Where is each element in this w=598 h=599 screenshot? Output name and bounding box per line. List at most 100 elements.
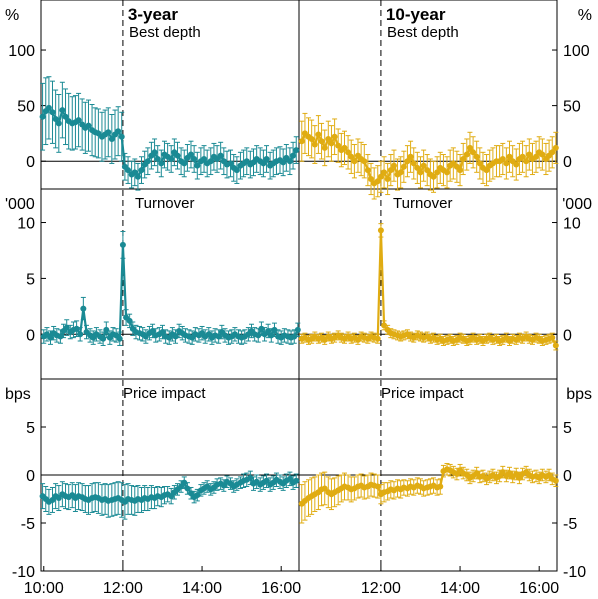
data-point [390, 162, 397, 169]
data-point [325, 135, 332, 142]
data-point [144, 158, 151, 165]
data-point [151, 149, 158, 156]
data-point [268, 332, 275, 339]
data-point [154, 155, 161, 162]
data-point [134, 173, 141, 180]
data-point [434, 169, 441, 176]
panel-label: Best depth [129, 24, 201, 41]
y-tick-label-left: 0 [26, 154, 35, 171]
data-point [184, 485, 191, 492]
data-point [374, 178, 381, 185]
data-point [473, 153, 480, 160]
data-point [457, 167, 464, 174]
panel-label: Best depth [387, 24, 459, 41]
data-point [430, 173, 437, 180]
data-point [533, 153, 540, 160]
data-point [63, 324, 70, 331]
data-point [77, 331, 84, 338]
x-tick-label: 16:00 [261, 580, 301, 597]
data-point [194, 492, 201, 499]
data-point [331, 133, 338, 140]
y-tick-label-left: 10 [17, 216, 35, 233]
y-unit-left: % [5, 7, 19, 24]
data-point [55, 120, 62, 127]
x-tick-label: 14:00 [440, 580, 480, 597]
data-point [400, 163, 407, 170]
data-point [410, 160, 417, 167]
data-point [271, 326, 278, 333]
data-point [75, 117, 82, 124]
data-point [39, 113, 46, 120]
series-line-3y-turnover [43, 244, 299, 342]
column-title: 10-year [386, 5, 446, 24]
y-tick-label-right: 0 [563, 327, 572, 344]
data-point [80, 305, 87, 312]
data-point [549, 149, 556, 156]
data-point [321, 144, 328, 151]
data-point [506, 153, 513, 160]
data-point [217, 152, 224, 159]
data-point [381, 169, 388, 176]
data-point [118, 133, 125, 140]
data-point [381, 322, 388, 329]
data-point [368, 175, 375, 182]
data-point [215, 333, 222, 340]
data-point [341, 144, 348, 151]
data-point [315, 131, 322, 138]
y-tick-label-right: 0 [563, 154, 572, 171]
y-tick-label-left: 50 [17, 99, 35, 116]
data-point [513, 161, 520, 168]
y-tick-label-right: 0 [563, 468, 572, 485]
y-unit-left: bps [5, 386, 31, 403]
panel-label: Turnover [393, 195, 452, 212]
data-point [119, 241, 126, 248]
data-point [181, 160, 188, 167]
data-point [181, 479, 188, 486]
data-point [318, 138, 325, 145]
data-point [158, 160, 165, 167]
data-point [125, 167, 132, 174]
panel-label: Turnover [135, 195, 194, 212]
data-point [187, 151, 194, 158]
column-title: 3-year [128, 5, 178, 24]
data-point [351, 158, 358, 165]
data-point [404, 158, 411, 165]
data-point [290, 152, 297, 159]
y-unit-left: '000 [5, 196, 35, 213]
data-point [519, 153, 526, 160]
data-point [377, 173, 384, 180]
data-point [73, 325, 80, 332]
y-tick-label-left: 0 [26, 468, 35, 485]
y-tick-label-right: 5 [563, 271, 572, 288]
y-tick-label-right: 10 [563, 216, 581, 233]
data-point [503, 160, 510, 167]
data-point [191, 155, 198, 162]
x-tick-label: 12:00 [361, 580, 401, 597]
data-point [293, 147, 300, 154]
data-point [294, 326, 301, 333]
data-point [443, 169, 450, 176]
data-point [364, 167, 371, 174]
data-point [387, 167, 394, 174]
data-point [263, 477, 270, 484]
data-point [174, 152, 181, 159]
data-point [321, 485, 328, 492]
y-tick-label-left: 5 [26, 420, 35, 437]
data-point [115, 128, 122, 135]
data-point [168, 155, 175, 162]
data-point [552, 342, 559, 349]
data-point [552, 477, 559, 484]
data-point [103, 326, 110, 333]
data-point [47, 334, 54, 341]
y-unit-right: % [578, 7, 592, 24]
data-point [420, 162, 427, 169]
x-tick-label: 10:00 [24, 580, 64, 597]
data-point [483, 167, 490, 174]
x-tick-label: 16:00 [519, 580, 559, 597]
data-point [417, 169, 424, 176]
data-point [255, 332, 262, 339]
y-tick-label-left: 0 [26, 327, 35, 344]
data-point [116, 335, 123, 342]
data-point [247, 474, 254, 481]
